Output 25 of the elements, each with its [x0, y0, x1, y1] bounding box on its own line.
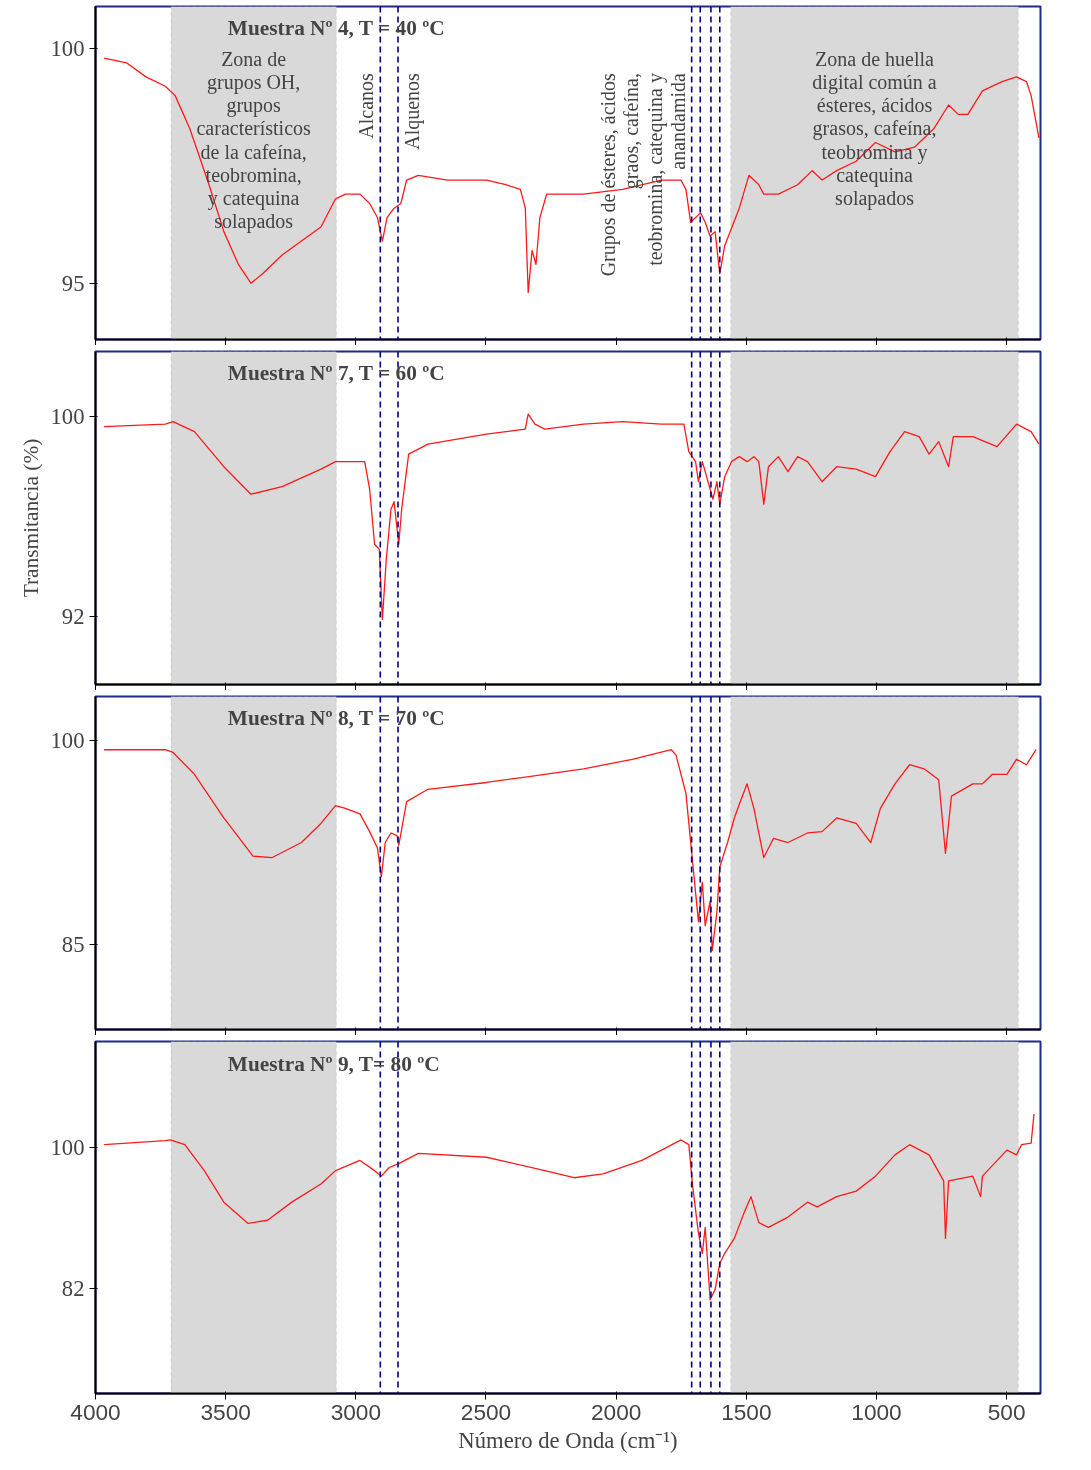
y-tick-label: 85 [61, 932, 85, 958]
y-tick-label: 100 [50, 1134, 85, 1160]
ref-line-label: Alquenos [401, 72, 424, 150]
y-tick-label: 82 [61, 1276, 85, 1302]
y-tick-label: 92 [61, 604, 85, 630]
y-tick-label: 100 [50, 404, 85, 430]
y-tick-label: 100 [50, 727, 85, 753]
x-tick-label: 500 [987, 1398, 1026, 1425]
x-tick-label: 4000 [70, 1398, 121, 1425]
x-tick-label: 2000 [590, 1398, 642, 1425]
y-tick-label: 100 [50, 36, 85, 62]
ref-line-label: Alcanos [355, 72, 378, 139]
y-tick-label: 95 [61, 270, 85, 296]
x-tick-label: 3000 [330, 1398, 382, 1425]
ref-line-label: Grupos de ésteres, ácidos graos, cafeína, teobromina, catequina y anandamida [597, 72, 689, 277]
x-tick-label: 3500 [200, 1398, 251, 1425]
x-axis-title: Número de Onda (cm⁻¹) [458, 1427, 678, 1453]
text: Muestra Nº 4, T = 40 ºC [227, 16, 445, 41]
text: Muestra Nº 8, T = 70 ºC [227, 706, 445, 731]
x-tick-label: 1500 [721, 1398, 772, 1425]
text: Muestra Nº 9, T= 80 ºC [227, 1052, 440, 1077]
x-tick-label: 1000 [851, 1398, 902, 1425]
text: Muestra Nº 7, T = 60 ºC [227, 361, 445, 386]
y-axis-title: Transmitancia (%) [18, 438, 43, 598]
x-tick-label: 2500 [460, 1398, 512, 1425]
